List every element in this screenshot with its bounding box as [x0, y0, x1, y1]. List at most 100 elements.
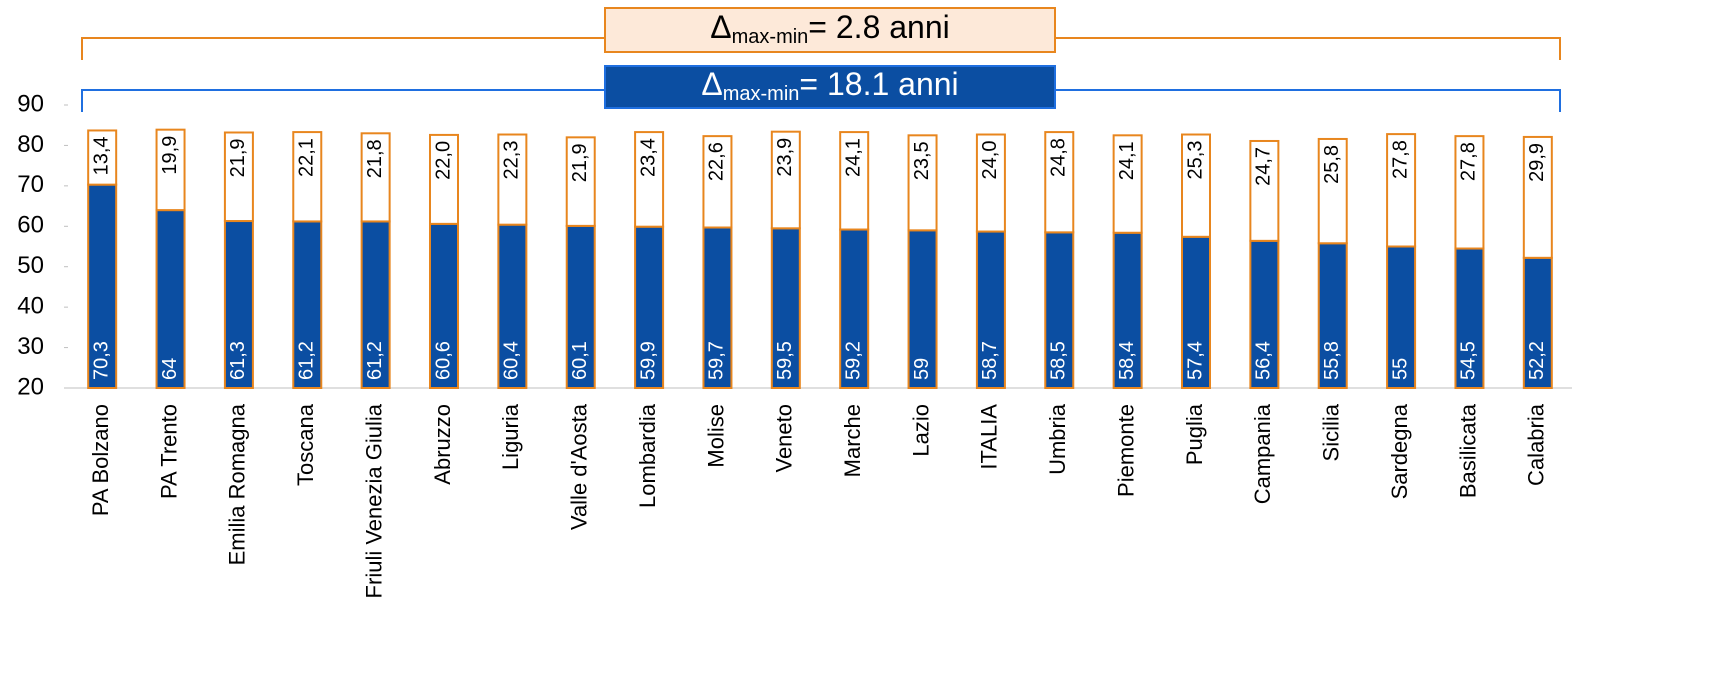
annotation-box [604, 65, 1056, 109]
x-tick-label: Marche [840, 404, 865, 477]
value-label: 27,8 [1458, 142, 1480, 181]
bar-segment [770, 130, 801, 230]
bar-segment [1522, 135, 1553, 259]
x-tick-label: PA Bolzano [88, 404, 113, 516]
value-label: 52,2 [1526, 341, 1548, 380]
y-tick-label: 20 [17, 373, 44, 400]
value-label: 13,4 [90, 136, 112, 175]
value-label: 22,3 [501, 141, 523, 180]
x-tick-label: Molise [703, 404, 728, 468]
value-label: 29,9 [1526, 143, 1548, 182]
value-label: 59,7 [706, 341, 728, 380]
x-tick-label: Toscana [293, 403, 318, 486]
bar-segment [565, 224, 596, 389]
value-label: 59,5 [774, 341, 796, 380]
annotation: Δmax-min= 18.1 anni [701, 66, 958, 105]
annotation-delta: Δ [701, 66, 722, 102]
bar-segment [223, 131, 254, 223]
value-label: 60,6 [432, 341, 454, 380]
annotation-text: = 18.1 anni [799, 66, 958, 102]
value-label: 58,4 [1116, 341, 1138, 380]
value-label: 22,0 [432, 141, 454, 180]
value-label: 23,5 [911, 141, 933, 180]
y-tick-label: 80 [17, 131, 44, 158]
value-label: 61,2 [364, 341, 386, 380]
value-label: 21,9 [569, 143, 591, 182]
x-tick-label: ITALIA [977, 404, 1002, 470]
y-tick-label: 30 [17, 333, 44, 360]
bar-segment [1044, 131, 1075, 234]
bar-segment [1044, 231, 1075, 389]
x-tick-label: Campania [1250, 403, 1275, 504]
bar-segment [1181, 133, 1211, 238]
x-tick-label: Liguria [498, 403, 523, 470]
bar-segment [565, 136, 596, 227]
y-tick-label: 50 [17, 252, 44, 279]
value-label: 55 [1389, 358, 1411, 380]
bar-segment [1317, 242, 1348, 389]
x-tick-label: Basilicata [1455, 403, 1480, 498]
bar-segment [634, 225, 665, 389]
annotation: Δmax-min= 2.8 anni [710, 9, 950, 48]
bar-segment [1249, 139, 1280, 242]
x-tick-label: Umbria [1045, 403, 1070, 475]
bar-segment [429, 133, 459, 225]
value-label: 56,4 [1253, 341, 1275, 380]
bar-segment [1454, 247, 1485, 389]
x-tick-label: Calabria [1524, 403, 1549, 486]
bar-segment [1317, 137, 1348, 245]
x-tick-label: Puglia [1182, 403, 1207, 465]
bar-segment [907, 229, 938, 389]
value-label: 24,1 [1116, 141, 1138, 180]
value-label: 24,7 [1253, 147, 1275, 186]
x-tick-label: Abruzzo [430, 404, 455, 485]
bar-segment [87, 129, 118, 186]
x-tick-label: Sardegna [1387, 403, 1412, 499]
annotation-delta: Δ [710, 9, 731, 45]
value-label: 60,4 [501, 341, 523, 380]
bar-segment [975, 133, 1006, 233]
value-label: 60,1 [569, 341, 591, 380]
annotation-sub: max-min [732, 26, 809, 48]
value-label: 23,4 [637, 138, 659, 177]
bar-segment [1454, 135, 1485, 250]
value-label: 19,9 [159, 136, 181, 175]
value-label: 23,9 [774, 138, 796, 177]
value-label: 59,9 [637, 341, 659, 380]
bar-segment [1522, 256, 1553, 389]
value-label: 61,2 [296, 341, 318, 380]
x-tick-label: Piemonte [1113, 404, 1138, 497]
value-label: 22,1 [296, 138, 318, 177]
value-label: 24,0 [979, 141, 1001, 180]
value-label: 57,4 [1184, 341, 1206, 380]
value-label: 61,3 [227, 341, 249, 380]
value-label: 58,7 [979, 341, 1001, 380]
value-label: 54,5 [1458, 341, 1480, 380]
x-tick-label: Friuli Venezia Giulia [361, 403, 386, 598]
value-label: 27,8 [1389, 140, 1411, 179]
value-label: 24,1 [842, 138, 864, 177]
x-tick-label: PA Trento [156, 404, 181, 499]
bar-segment [770, 227, 801, 389]
annotation-sub: max-min [723, 83, 800, 105]
value-label: 25,3 [1184, 141, 1206, 180]
value-label: 24,8 [1048, 138, 1070, 177]
bar-segment [1249, 239, 1280, 389]
bar-segment [1112, 134, 1143, 234]
bar-segment [360, 220, 391, 389]
value-label: 21,8 [364, 139, 386, 178]
bar-segment [975, 230, 1006, 389]
x-tick-label: Emilia Romagna [225, 403, 250, 565]
value-label: 59,2 [842, 341, 864, 380]
value-label: 64 [159, 358, 181, 380]
bar-segment [1112, 231, 1143, 389]
bar-segment [634, 131, 665, 228]
x-tick-label: Veneto [772, 404, 797, 473]
y-tick-label: 60 [17, 212, 44, 239]
bar-segment [702, 135, 733, 229]
x-tick-label: Sicilia [1319, 403, 1344, 461]
y-tick-label: 70 [17, 171, 44, 198]
value-label: 55,8 [1321, 341, 1343, 380]
annotation-box [604, 7, 1056, 53]
